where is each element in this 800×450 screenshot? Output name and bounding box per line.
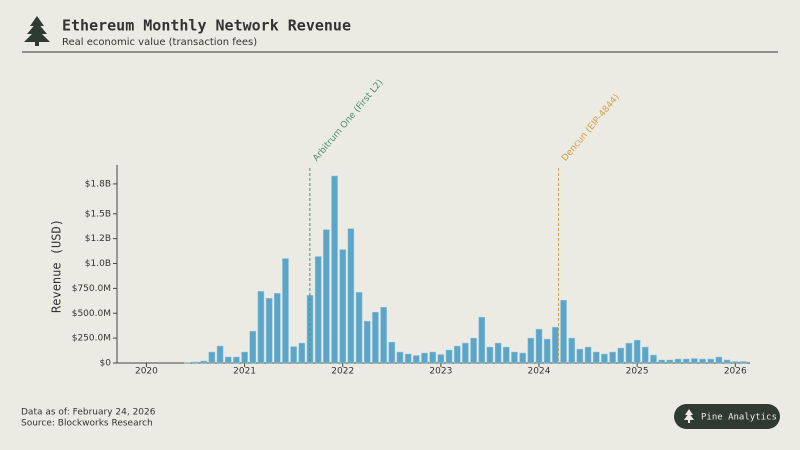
x-tick-label: 2025 [626,367,649,377]
y-tick-label: $1.0B [85,259,111,269]
bar [650,354,657,364]
bar [601,353,608,364]
bar [339,249,346,364]
bar [274,293,281,364]
bar [323,229,330,364]
bar [674,358,682,364]
badge-icon [684,409,694,423]
bar [666,359,674,364]
y-axis-title: Revenue (USD) [50,219,64,313]
footer-source: Source: Blockworks Research [21,419,153,429]
bar [527,337,535,364]
bar [478,316,486,364]
bar [413,355,420,364]
x-tick-label: 2024 [528,367,551,377]
bar [494,342,502,364]
bar [682,358,690,364]
bar [282,258,289,364]
bar [633,339,641,364]
bar [404,353,412,364]
bar [617,347,625,364]
bar [437,354,445,364]
x-tick-label: 2021 [233,367,256,377]
bar [290,346,297,364]
x-tick-label: 2023 [429,367,452,377]
bar [486,346,494,364]
y-tick-label: $1.8B [85,179,111,189]
badge [674,404,780,429]
bar [511,351,518,364]
bar [732,361,739,364]
bar [347,228,355,364]
chart-title: Ethereum Monthly Network Revenue [62,17,351,35]
bar [233,356,240,364]
y-tick-label: $1.2B [85,234,111,244]
bar [568,337,575,364]
bar [429,351,436,364]
bar [216,345,224,364]
footer-date: Data as of: February 24, 2026 [21,408,156,418]
bar [723,359,731,364]
bar [584,346,592,364]
bar [707,358,714,364]
bar [462,342,469,364]
bar [592,351,600,364]
bar [364,320,371,364]
bar [715,356,723,364]
bar [257,291,265,364]
badge-text: Pine Analytics [701,413,777,423]
bar [658,359,665,364]
bar [380,307,387,364]
bar [298,342,306,364]
bar [224,356,232,364]
chart-subtitle: Real economic value (transaction fees) [62,37,257,48]
x-tick-label: 2022 [331,367,354,377]
bar [331,175,338,364]
bar [249,330,257,364]
bar [740,361,747,364]
bar [192,361,199,364]
bar [200,360,207,364]
bar [208,351,216,364]
bar [503,346,510,364]
bar [241,351,248,364]
logo [24,16,50,46]
bar [535,328,543,364]
y-tick-label: $750.0M [72,284,111,294]
bar [396,351,404,364]
bar [642,346,649,364]
bar [421,352,428,364]
bar [470,337,477,364]
bar [543,338,551,364]
bar [625,342,633,364]
bar [372,312,379,364]
y-tick-label: $1.5B [85,209,111,219]
y-tick-label: $0 [100,359,112,369]
x-tick-label: 2026 [724,367,747,377]
bar [265,298,273,364]
bar [576,348,584,364]
bar [519,352,526,364]
bar [699,358,706,364]
bar [388,341,396,364]
bar [552,326,559,364]
bar [445,349,453,364]
y-tick-label: $250.0M [72,334,111,344]
bar [609,351,616,364]
bar [453,345,461,364]
x-tick-label: 2020 [135,367,158,377]
bar [314,256,322,364]
bar [355,292,363,364]
y-tick-label: $500.0M [72,309,111,319]
bar [560,300,567,364]
bar [691,358,698,364]
